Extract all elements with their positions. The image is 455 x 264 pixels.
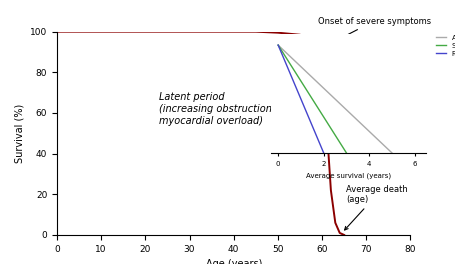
Legend: Angina, Syncope, Failure: Angina, Syncope, Failure <box>432 32 455 60</box>
Text: Onset of severe symptoms: Onset of severe symptoms <box>317 17 430 48</box>
X-axis label: Age (years): Age (years) <box>205 259 261 264</box>
Y-axis label: Survival (%): Survival (%) <box>15 104 25 163</box>
Text: Latent period
(increasing obstruction,
myocardial overload): Latent period (increasing obstruction, m… <box>158 92 274 125</box>
X-axis label: Average survival (years): Average survival (years) <box>306 172 390 179</box>
Text: Average death
(age): Average death (age) <box>344 185 407 230</box>
